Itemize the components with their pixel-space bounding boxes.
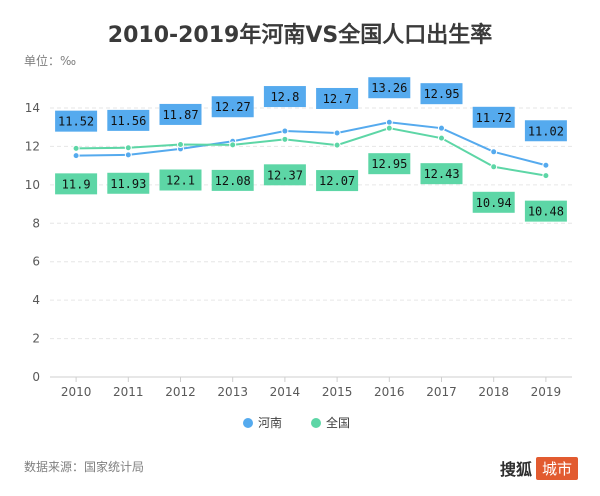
data-label: 11.87: [162, 108, 198, 122]
logo-text: 搜狐: [500, 460, 533, 479]
data-label-box: [368, 153, 411, 175]
x-tick-label: 2018: [478, 385, 509, 399]
data-label-box: [420, 83, 463, 105]
legend-marker: [311, 418, 321, 428]
x-tick-label: 2013: [217, 385, 248, 399]
unit-label: 单位：‰: [24, 54, 77, 68]
data-label: 11.02: [528, 124, 564, 138]
data-label-box: [524, 200, 567, 222]
data-label-box: [316, 170, 359, 192]
data-label-box: [263, 86, 306, 108]
x-tick-label: 2017: [426, 385, 457, 399]
data-label-box: [472, 106, 515, 128]
data-point: [542, 172, 550, 180]
data-point: [438, 134, 445, 142]
data-label: 12.43: [423, 167, 459, 181]
data-label-box: [211, 96, 254, 118]
x-tick-label: 2019: [531, 385, 562, 399]
data-label: 11.9: [62, 177, 91, 191]
data-label: 12.7: [323, 92, 352, 106]
y-tick-label: 12: [25, 139, 40, 153]
data-label: 11.72: [476, 111, 512, 125]
data-label: 12.95: [423, 87, 459, 101]
y-tick-label: 2: [32, 332, 40, 346]
data-point: [385, 124, 393, 132]
data-point: [333, 141, 341, 149]
data-label-box: [420, 163, 463, 185]
logo-badge: 城市: [536, 456, 579, 480]
x-tick-label: 2011: [113, 385, 144, 399]
y-tick-label: 14: [25, 101, 40, 115]
data-label: 12.07: [319, 174, 355, 188]
data-label: 11.56: [110, 114, 146, 128]
data-point: [438, 124, 445, 132]
x-tick-label: 2016: [374, 385, 405, 399]
data-point: [333, 129, 341, 137]
data-label: 11.52: [58, 115, 94, 129]
legend-label: 河南: [258, 415, 282, 430]
data-label: 12.1: [166, 174, 195, 188]
series-line-henan: [76, 121, 547, 167]
data-label-box: [107, 172, 150, 194]
series-line-national: [76, 127, 547, 177]
x-tick-label: 2014: [270, 385, 301, 399]
data-label-box: [55, 173, 98, 195]
data-label-box: [107, 109, 150, 131]
data-label: 10.48: [528, 205, 564, 219]
legend-marker: [243, 418, 253, 428]
data-label-box: [263, 164, 306, 186]
data-label-box: [159, 169, 202, 191]
data-label-box: [472, 191, 515, 213]
data-label: 13.26: [371, 81, 407, 95]
data-label-box: [368, 77, 411, 99]
data-label-box: [316, 87, 359, 109]
data-point: [177, 141, 184, 149]
data-label: 11.93: [110, 177, 146, 191]
data-label: 12.37: [267, 168, 303, 182]
x-tick-label: 2012: [165, 385, 196, 399]
data-point: [72, 144, 80, 152]
data-label-box: [159, 103, 202, 125]
data-source: 数据来源：国家统计局: [24, 460, 145, 474]
data-point: [490, 163, 498, 171]
data-label-box: [524, 120, 567, 142]
data-point: [124, 144, 132, 152]
sohu-city-logo: 搜狐 城市: [500, 455, 579, 481]
chart-title: 2010-2019年河南VS全国人口出生率: [107, 23, 493, 48]
y-tick-label: 4: [32, 293, 40, 307]
data-label: 12.27: [215, 100, 251, 114]
legend-label: 全国: [326, 415, 350, 430]
data-label: 12.08: [215, 174, 251, 188]
data-point: [72, 152, 80, 160]
data-label: 12.8: [270, 90, 299, 104]
y-tick-label: 8: [32, 216, 40, 230]
data-point: [124, 151, 132, 159]
y-tick-label: 6: [32, 255, 40, 269]
y-tick-label: 0: [32, 370, 40, 384]
data-label-box: [55, 110, 98, 132]
x-tick-label: 2010: [61, 385, 92, 399]
data-point: [281, 135, 289, 143]
data-point: [542, 161, 550, 169]
data-point: [229, 141, 237, 149]
data-label-box: [211, 169, 254, 191]
x-tick-label: 2015: [322, 385, 353, 399]
data-point: [281, 127, 289, 135]
data-point: [385, 118, 393, 126]
data-label: 10.94: [476, 196, 512, 210]
data-point: [490, 148, 498, 156]
y-tick-label: 10: [25, 178, 40, 192]
data-label: 12.95: [371, 157, 407, 171]
